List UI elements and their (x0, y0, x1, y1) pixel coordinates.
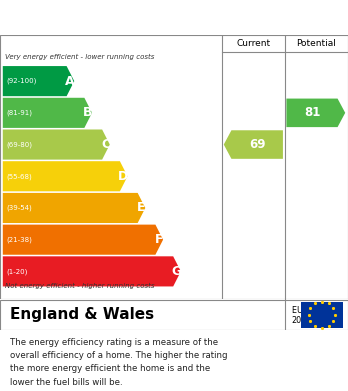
Polygon shape (3, 256, 181, 287)
Polygon shape (224, 130, 283, 159)
Text: F: F (155, 233, 163, 246)
Text: The energy efficiency rating is a measure of the: The energy efficiency rating is a measur… (10, 338, 219, 347)
Text: Energy Efficiency Rating: Energy Efficiency Rating (10, 10, 213, 25)
Polygon shape (3, 224, 163, 255)
Text: A: A (65, 75, 75, 88)
Polygon shape (3, 66, 74, 96)
FancyBboxPatch shape (301, 301, 343, 328)
Text: EU Directive: EU Directive (292, 305, 341, 315)
Polygon shape (3, 161, 128, 191)
Text: overall efficiency of a home. The higher the rating: overall efficiency of a home. The higher… (10, 351, 228, 360)
Text: (21-38): (21-38) (6, 237, 32, 243)
Text: Current: Current (236, 39, 270, 48)
Polygon shape (3, 129, 110, 160)
Text: G: G (172, 265, 182, 278)
Polygon shape (3, 193, 145, 223)
Text: 81: 81 (304, 106, 320, 119)
Text: (55-68): (55-68) (6, 173, 32, 179)
Text: C: C (101, 138, 110, 151)
Text: Potential: Potential (296, 39, 336, 48)
Text: lower the fuel bills will be.: lower the fuel bills will be. (10, 378, 123, 387)
Text: E: E (137, 201, 145, 215)
Polygon shape (3, 98, 92, 128)
Text: D: D (118, 170, 128, 183)
Text: (92-100): (92-100) (6, 78, 37, 84)
Text: (69-80): (69-80) (6, 141, 32, 148)
Text: Not energy efficient - higher running costs: Not energy efficient - higher running co… (5, 282, 155, 289)
Text: 69: 69 (249, 138, 266, 151)
Polygon shape (286, 99, 345, 127)
Text: England & Wales: England & Wales (10, 307, 155, 322)
Text: the more energy efficient the home is and the: the more energy efficient the home is an… (10, 364, 211, 373)
Text: (81-91): (81-91) (6, 109, 32, 116)
Text: Very energy efficient - lower running costs: Very energy efficient - lower running co… (5, 54, 155, 60)
Text: (1-20): (1-20) (6, 268, 27, 274)
Text: (39-54): (39-54) (6, 205, 32, 211)
Text: 2002/91/EC: 2002/91/EC (292, 316, 338, 325)
Text: B: B (83, 106, 93, 119)
